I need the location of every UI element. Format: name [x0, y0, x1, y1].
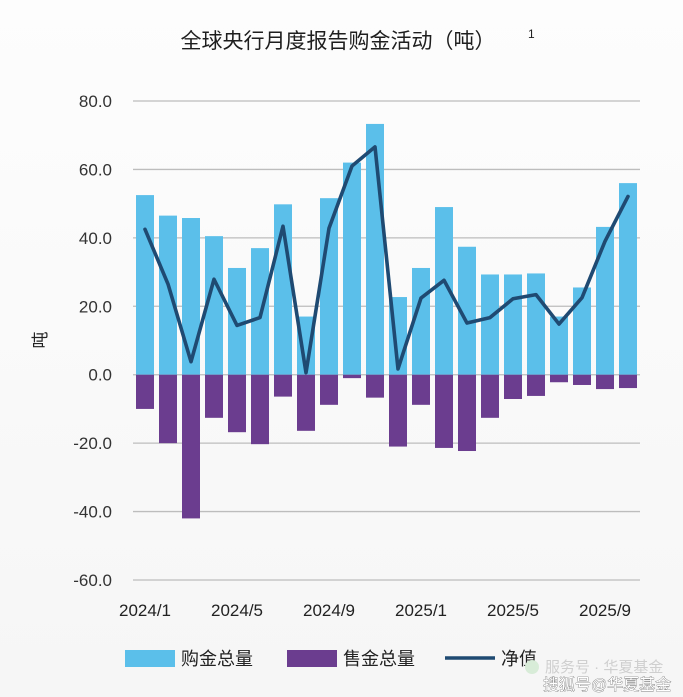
y-tick-label: -40.0	[73, 503, 112, 522]
watermark-source-text: 搜狐号@华夏基金	[543, 676, 671, 694]
bar-purchases	[550, 316, 568, 375]
bar-sales	[481, 374, 499, 418]
bar-purchases	[343, 162, 361, 375]
bar-purchases	[182, 218, 200, 375]
legend-label-sales: 售金总量	[343, 649, 415, 669]
bar-purchases	[573, 287, 591, 375]
wechat-icon	[525, 660, 539, 674]
x-axis-ticks: 2024/1 2024/5 2024/9 2025/1 2025/5 2025/9	[119, 601, 631, 620]
y-tick-label: 80.0	[79, 92, 112, 111]
bar-sales	[320, 374, 338, 405]
bar-sales	[619, 374, 637, 389]
bar-purchases	[596, 226, 614, 375]
y-tick-label: 20.0	[79, 297, 112, 316]
bar-sales	[136, 374, 154, 409]
bar-purchases	[619, 183, 637, 375]
x-tick-label: 2024/9	[303, 601, 355, 620]
y-axis-ticks: 80.0 60.0 40.0 20.0 0.0 -20.0 -40.0 -60.0	[73, 92, 112, 590]
x-tick-label: 2025/9	[579, 601, 631, 620]
legend-swatch-purchases	[125, 650, 175, 667]
bar-sales	[527, 374, 545, 396]
bar-sales	[228, 374, 246, 433]
x-tick-label: 2024/1	[119, 601, 171, 620]
watermark: 服务号 · 华夏基金 搜狐号@华夏基金	[525, 659, 672, 694]
y-tick-label: 0.0	[88, 366, 112, 385]
x-tick-label: 2025/5	[487, 601, 539, 620]
bar-sales	[435, 374, 453, 448]
bar-purchases	[136, 195, 154, 375]
legend: 购金总量 售金总量 净值	[125, 649, 537, 669]
bar-sales	[550, 374, 568, 383]
bar-sales	[297, 374, 315, 431]
bar-sales	[504, 374, 522, 400]
line-layer	[143, 145, 630, 375]
bar-sales	[458, 374, 476, 452]
y-axis-label: 吨	[31, 332, 50, 349]
bars-layer	[136, 123, 637, 519]
bar-purchases	[504, 274, 522, 375]
bar-sales	[182, 374, 200, 519]
watermark-service-text: 服务号 · 华夏基金	[545, 659, 663, 676]
bar-purchases	[297, 316, 315, 375]
bar-sales	[366, 374, 384, 398]
line-net-value	[143, 145, 630, 375]
bar-purchases	[228, 267, 246, 375]
bar-sales	[343, 374, 361, 379]
y-tick-label: 40.0	[79, 229, 112, 248]
x-tick-label: 2024/5	[211, 601, 263, 620]
bar-purchases	[458, 246, 476, 375]
bar-purchases	[159, 215, 177, 375]
legend-swatch-sales	[287, 650, 337, 667]
bar-purchases	[527, 273, 545, 375]
bar-sales	[573, 374, 591, 385]
bar-sales	[412, 374, 430, 405]
chart-title-superscript: 1	[528, 27, 535, 41]
bar-sales	[274, 374, 292, 397]
bar-sales	[205, 374, 223, 418]
x-tick-label: 2025/1	[395, 601, 447, 620]
bar-sales	[159, 374, 177, 444]
y-tick-label: -20.0	[73, 434, 112, 453]
bar-purchases	[320, 198, 338, 375]
y-tick-label: 60.0	[79, 160, 112, 179]
bar-sales	[251, 374, 269, 445]
bar-purchases	[205, 236, 223, 375]
y-tick-label: -60.0	[73, 571, 112, 590]
bar-sales	[389, 374, 407, 447]
chart-title: 全球央行月度报告购金活动（吨）	[181, 30, 496, 53]
bar-purchases	[435, 207, 453, 375]
bar-purchases	[481, 274, 499, 375]
bar-sales	[596, 374, 614, 390]
legend-label-purchases: 购金总量	[181, 649, 253, 669]
